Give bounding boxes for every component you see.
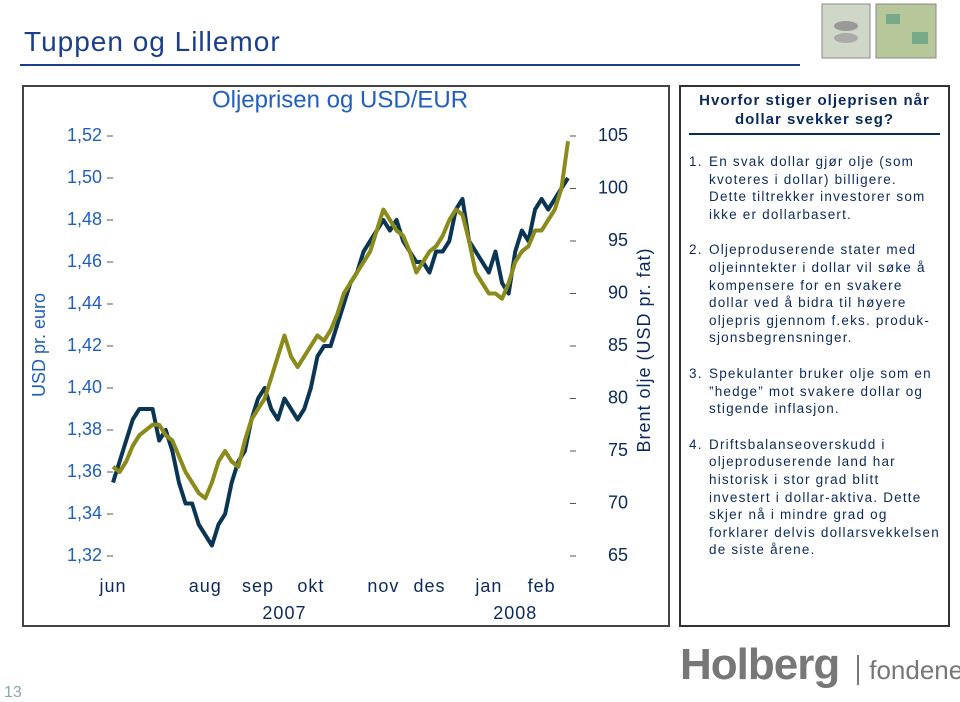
x-tick-label: jun: [98, 576, 126, 596]
chart-frame: [22, 85, 670, 627]
y-tick-label: 1,50: [67, 167, 102, 187]
y-axis-title: USD pr. euro: [29, 293, 49, 397]
y2-tick-label: 80: [608, 387, 628, 407]
logo-sub: fondene: [857, 655, 960, 685]
x-tick-label: jan: [474, 576, 502, 596]
page-number: 13: [4, 684, 22, 701]
item-text: Oljeproduserende stater med oljeinntekte…: [709, 242, 931, 346]
sidebar-title: Hvorfor stiger oljeprisen når dollar sve…: [689, 91, 940, 135]
y2-tick-label: 65: [608, 545, 628, 565]
x-group-label: 2008: [493, 603, 537, 623]
y2-tick-label: 70: [608, 492, 628, 512]
sidebar: Hvorfor stiger oljeprisen når dollar sve…: [679, 85, 950, 627]
item-number: 3.: [689, 365, 703, 381]
y2-axis-title: Brent olje (USD pr. fat): [634, 247, 654, 452]
y-tick-label: 1,42: [67, 335, 102, 355]
x-tick-label: sep: [242, 576, 274, 596]
item-number: 1.: [689, 154, 703, 169]
y-tick-label: 1,52: [67, 125, 102, 145]
title-rule: [20, 64, 800, 66]
y2-tick-label: 75: [608, 440, 628, 460]
x-group-label: 2007: [262, 603, 306, 623]
x-tick-label: okt: [297, 576, 324, 596]
sidebar-item: 4. Driftsbalanseoverskudd i oljeprodusere…: [689, 436, 940, 559]
y2-tick-label: 95: [608, 230, 628, 250]
item-text: Spekulanter bruker olje som en ”hedge” m…: [709, 365, 932, 417]
y2-tick-label: 105: [598, 125, 628, 145]
y-tick-label: 1,38: [67, 419, 102, 439]
x-tick-label: aug: [189, 576, 222, 596]
item-text: En svak dollar gjør olje (som kvoteres i…: [709, 154, 926, 222]
sidebar-item: 3. Spekulanter bruker olje som en ”hedge”…: [689, 365, 940, 418]
y-tick-label: 1,32: [67, 545, 102, 565]
y-tick-label: 1,40: [67, 377, 102, 397]
x-tick-label: des: [414, 576, 446, 596]
y2-tick-label: 85: [608, 335, 628, 355]
series-line: [111, 140, 570, 501]
logo-main: Holberg: [680, 640, 840, 689]
y-tick-label: 1,34: [67, 503, 102, 523]
y2-tick-label: 100: [598, 177, 628, 197]
series-line: [111, 176, 570, 548]
header-icons: [821, 3, 937, 59]
logo: Holberg fondene: [680, 640, 960, 690]
sidebar-item: 1. En svak dollar gjør olje (som kvoteres…: [689, 153, 940, 223]
x-tick-label: nov: [367, 576, 399, 596]
item-number: 2.: [689, 242, 703, 258]
slide-title: Tuppen og Lillemor: [24, 26, 281, 57]
item-number: 4.: [689, 436, 703, 452]
y-tick-label: 1,36: [67, 461, 102, 481]
y2-tick-label: 90: [608, 282, 628, 302]
y-tick-label: 1,48: [67, 209, 102, 229]
item-text: Driftsbalanseoverskudd i oljeproduserend…: [709, 436, 940, 558]
sidebar-item: 2. Oljeproduserende stater med oljeinntek…: [689, 241, 940, 347]
y-tick-label: 1,44: [67, 293, 102, 313]
y-tick-label: 1,46: [67, 251, 102, 271]
chart-title: Oljeprisen og USD/EUR: [212, 86, 468, 113]
x-tick-label: feb: [528, 576, 556, 596]
